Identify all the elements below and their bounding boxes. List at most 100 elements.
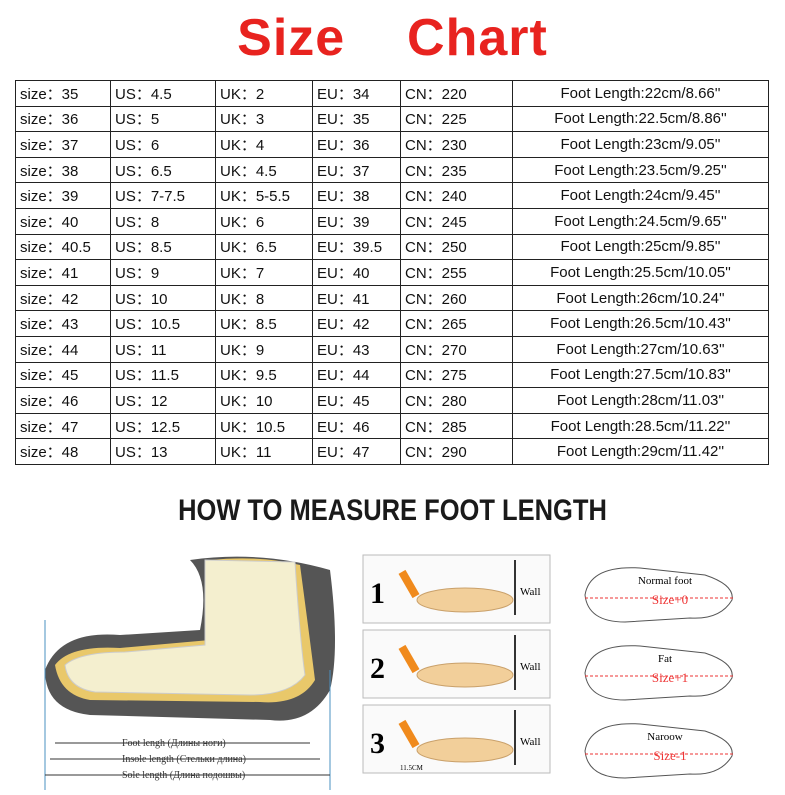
table-cell: EU：38 — [312, 182, 401, 209]
table-cell: EU：47 — [312, 438, 401, 465]
table-cell: CN：270 — [400, 335, 513, 363]
table-cell: CN：240 — [400, 182, 513, 209]
table-row: size：40 US：8 UK：6 EU：39 CN：245 Foot Length:24… — [15, 207, 769, 235]
foot-shape — [416, 587, 514, 613]
table-cell: CN：280 — [400, 387, 513, 414]
foot-outline — [584, 723, 733, 779]
foot-types: Normal foot Size+0 Fat Size+1 Naroow Size-1 — [584, 567, 735, 779]
table-cell: UK：2 — [215, 80, 313, 107]
foot-type-name: Naroow — [647, 731, 682, 743]
table-cell: US：10 — [110, 284, 216, 312]
table-row: size：45 US：11.5 UK：9.5 EU：44 CN：275 Foot Leng… — [15, 361, 769, 389]
table-cell: Foot Length:22.5cm/8.86'' — [512, 105, 769, 133]
size-table: size：35 US：4.5 UK：2 EU：34 CN：220 Foot Length:… — [15, 80, 769, 465]
table-cell: size：35 — [15, 80, 111, 107]
step-number: 2 — [370, 652, 385, 685]
table-cell: EU：39 — [312, 207, 401, 235]
table-cell: EU：37 — [312, 156, 401, 184]
ruler-label: 11.5CM — [400, 764, 424, 772]
sole-length-label: Sole length (Длина подошвы) — [122, 770, 245, 781]
foot-type-size: Size+1 — [652, 670, 688, 685]
table-cell: Foot Length:27.5cm/10.83'' — [512, 361, 769, 389]
table-cell: size：46 — [15, 387, 111, 414]
table-cell: size：45 — [15, 361, 111, 389]
table-cell: UK：6.5 — [215, 233, 313, 261]
table-cell: EU：45 — [312, 387, 401, 414]
foot — [64, 559, 306, 696]
table-cell: UK：6 — [215, 207, 313, 235]
table-row: size：46 US：12 UK：10 EU：45 CN：280 Foot Length:… — [15, 387, 769, 414]
shoe-diagram: Foot lengh (Длины ноги) Insole length (С… — [44, 556, 335, 790]
table-cell: UK：9.5 — [215, 361, 313, 389]
table-row: size：40.5 US：8.5 UK：6.5 EU：39.5 CN：250 Foot L… — [15, 233, 769, 261]
table-cell: CN：220 — [400, 80, 513, 107]
table-cell: US：4.5 — [110, 80, 216, 107]
foot-shape — [416, 737, 514, 763]
table-cell: EU：42 — [312, 310, 401, 337]
table-cell: US：10.5 — [110, 310, 216, 337]
table-cell: CN：275 — [400, 361, 513, 389]
table-cell: US：12.5 — [110, 412, 216, 440]
table-cell: UK：4.5 — [215, 156, 313, 184]
table-cell: CN：250 — [400, 233, 513, 261]
table-cell: US：7-7.5 — [110, 182, 216, 209]
table-cell: US：5 — [110, 105, 216, 133]
table-cell: Foot Length:26.5cm/10.43'' — [512, 310, 769, 337]
table-cell: EU：44 — [312, 361, 401, 389]
illustrations: Foot lengh (Длины ноги) Insole length (С… — [44, 554, 735, 790]
table-cell: EU：39.5 — [312, 233, 401, 261]
pencil — [398, 569, 420, 599]
table-cell: size：37 — [15, 131, 111, 158]
table-cell: UK：7 — [215, 259, 313, 286]
table-cell: EU：43 — [312, 335, 401, 363]
table-row: size：47 US：12.5 UK：10.5 EU：46 CN：285 Foot Len… — [15, 412, 769, 440]
table-cell: Foot Length:26cm/10.24'' — [512, 284, 769, 312]
table-cell: Foot Length:24.5cm/9.65'' — [512, 207, 769, 235]
table-cell: size：41 — [15, 259, 111, 286]
table-cell: EU：41 — [312, 284, 401, 312]
table-cell: size：38 — [15, 156, 111, 184]
table-cell: CN：225 — [400, 105, 513, 133]
table-cell: size：40.5 — [15, 233, 111, 261]
table-cell: size：42 — [15, 284, 111, 312]
table-row: size：39 US：7-7.5 UK：5-5.5 EU：38 CN：240 Foot L… — [15, 182, 769, 209]
table-cell: size：48 — [15, 438, 111, 465]
table-cell: US：11 — [110, 335, 216, 363]
table-cell: Foot Length:23cm/9.05'' — [512, 131, 769, 158]
table-cell: size：44 — [15, 335, 111, 363]
table-cell: CN：265 — [400, 310, 513, 337]
table-row: size：48 US：13 UK：11 EU：47 CN：290 Foot Length:… — [15, 438, 769, 465]
table-cell: size：47 — [15, 412, 111, 440]
table-cell: CN：235 — [400, 156, 513, 184]
pencil — [398, 719, 420, 749]
foot-type-name: Normal foot — [638, 575, 692, 587]
wall-label: Wall — [520, 586, 541, 598]
table-cell: UK：10.5 — [215, 412, 313, 440]
table-cell: Foot Length:25cm/9.85'' — [512, 233, 769, 261]
pencil — [398, 644, 420, 674]
table-cell: UK：4 — [215, 131, 313, 158]
table-cell: US：11.5 — [110, 361, 216, 389]
table-cell: EU：40 — [312, 259, 401, 286]
table-cell: CN：245 — [400, 207, 513, 235]
wall-label: Wall — [520, 736, 541, 748]
table-cell: UK：9 — [215, 335, 313, 363]
step-number: 1 — [370, 577, 385, 610]
table-cell: CN：255 — [400, 259, 513, 286]
table-row: size：43 US：10.5 UK：8.5 EU：42 CN：265 Foot Leng… — [15, 310, 769, 337]
table-row: size：38 US：6.5 UK：4.5 EU：37 CN：235 Foot Lengt… — [15, 156, 769, 184]
table-cell: UK：10 — [215, 387, 313, 414]
table-row: size：36 US：5 UK：3 EU：35 CN：225 Foot Length:22… — [15, 105, 769, 133]
table-cell: size：43 — [15, 310, 111, 337]
table-cell: size：36 — [15, 105, 111, 133]
table-cell: Foot Length:28cm/11.03'' — [512, 387, 769, 414]
table-cell: EU：35 — [312, 105, 401, 133]
steps: 1 Wall 2 Wall 3 Wall 11.5CM — [362, 554, 551, 774]
foot-shape — [416, 662, 514, 688]
table-cell: size：40 — [15, 207, 111, 235]
foot-type-size: Size+0 — [652, 592, 688, 607]
table-cell: US：12 — [110, 387, 216, 414]
wall-label: Wall — [520, 661, 541, 673]
table-cell: EU：36 — [312, 131, 401, 158]
